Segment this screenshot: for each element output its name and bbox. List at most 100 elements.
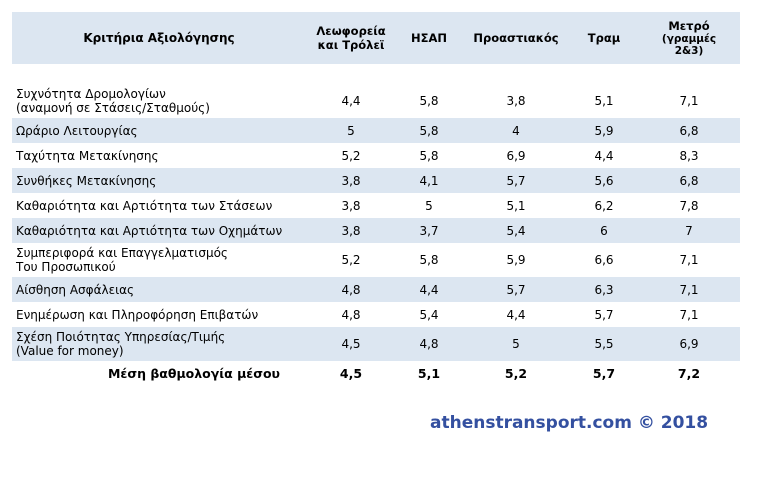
criterion-label: Σχέση Ποιότητας Υπηρεσίας/Τιμής (Value fo… [12, 327, 306, 361]
header-bus-line1: Λεωφορεία [316, 24, 386, 38]
average-isap: 5,1 [417, 365, 441, 381]
score-metro: 7 [638, 218, 740, 243]
score-tram: 5,9 [570, 118, 638, 143]
average-row: Μέση βαθμολογία μέσου 4,5 5,1 5,2 5,7 7,2 [12, 361, 740, 385]
score-tram: 6 [570, 218, 638, 243]
criterion-label: Ταχύτητα Μετακίνησης [12, 143, 306, 168]
table-row: Συνθήκες Μετακίνησης 3,8 4,1 5,7 5,6 6,8 [12, 168, 740, 193]
header-bus-line2: και Τρόλεϊ [317, 38, 385, 52]
score-bus: 5 [306, 118, 396, 143]
score-isap: 5,8 [419, 148, 439, 163]
header-metro-line1: Μετρό [668, 18, 710, 33]
spacer-row [12, 64, 740, 84]
score-tram: 5,1 [594, 94, 614, 108]
criterion-label-line1: Ενημέρωση και Πληροφόρηση Επιβατών [16, 307, 259, 322]
score-tram: 6,2 [594, 198, 614, 213]
score-bus: 3,8 [306, 218, 396, 243]
score-metro: 7,1 [679, 253, 699, 267]
score-bus: 4,4 [341, 94, 361, 108]
table-row: Συμπεριφορά και Επαγγελματισμός Του Προσω… [12, 243, 740, 277]
score-metro: 7,1 [638, 277, 740, 302]
score-suburban: 6,9 [506, 148, 526, 163]
score-bus: 3,8 [341, 198, 361, 213]
criterion-label-line2: (Value for money) [16, 344, 124, 358]
score-bus: 5,2 [341, 253, 361, 267]
criterion-label-line1: Ταχύτητα Μετακίνησης [16, 148, 159, 163]
header-metro: Μετρό (γραμμές 2&3) [638, 12, 740, 64]
score-suburban: 5 [462, 327, 570, 361]
score-suburban: 5,7 [462, 168, 570, 193]
table-row: Συχνότητα Δρομολογίων (αναμονή σε Στάσεις… [12, 84, 740, 118]
criterion-label-line1: Συνθήκες Μετακίνησης [16, 173, 157, 188]
criterion-label: Καθαριότητα και Αρτιότητα των Στάσεων [12, 193, 306, 218]
score-suburban: 5,1 [506, 198, 526, 213]
header-criteria: Κριτήρια Αξιολόγησης [12, 12, 306, 64]
score-isap: 5 [425, 198, 433, 213]
score-metro: 7,1 [679, 94, 699, 108]
header-row: Κριτήρια Αξιολόγησης Λεωφορεία και Τρόλε… [12, 12, 740, 64]
score-isap: 4,8 [396, 327, 462, 361]
table-row: Ταχύτητα Μετακίνησης 5,2 5,8 6,9 4,4 8,3 [12, 143, 740, 168]
table-row: Ενημέρωση και Πληροφόρηση Επιβατών 4,8 5,4… [12, 302, 740, 327]
average-suburban: 5,2 [504, 365, 528, 381]
header-bus-trolley: Λεωφορεία και Τρόλεϊ [306, 12, 396, 64]
criterion-label: Συμπεριφορά και Επαγγελματισμός Του Προσω… [12, 243, 306, 277]
score-tram: 5,5 [570, 327, 638, 361]
score-suburban: 4,4 [506, 307, 526, 322]
score-suburban: 4 [462, 118, 570, 143]
score-metro: 6,9 [638, 327, 740, 361]
header-metro-line2: (γραμμές [661, 32, 717, 45]
criterion-label-line1: Ωράριο Λειτουργίας [16, 123, 138, 138]
score-suburban: 5,4 [462, 218, 570, 243]
score-isap: 5,4 [419, 307, 439, 322]
criterion-label: Ωράριο Λειτουργίας [12, 118, 306, 143]
score-bus: 4,5 [306, 327, 396, 361]
header-isap: ΗΣΑΠ [396, 12, 462, 64]
table-row: Σχέση Ποιότητας Υπηρεσίας/Τιμής (Value fo… [12, 327, 740, 361]
criterion-label: Συχνότητα Δρομολογίων (αναμονή σε Στάσεις… [12, 84, 306, 118]
score-tram: 5,7 [594, 307, 614, 322]
criterion-label-line1: Συχνότητα Δρομολογίων [16, 87, 166, 101]
score-metro: 6,8 [638, 118, 740, 143]
criterion-label-line1: Αίσθηση Ασφάλειας [16, 282, 135, 297]
score-isap: 5,8 [419, 94, 439, 108]
score-tram: 6,6 [594, 253, 614, 267]
score-bus: 4,8 [306, 277, 396, 302]
score-suburban: 5,9 [506, 253, 526, 267]
score-isap: 5,8 [396, 118, 462, 143]
criterion-label: Καθαριότητα και Αρτιότητα των Οχημάτων [12, 218, 306, 243]
score-tram: 5,6 [570, 168, 638, 193]
criterion-label-line1: Συμπεριφορά και Επαγγελματισμός [16, 246, 228, 260]
criterion-label-line1: Καθαριότητα και Αρτιότητα των Οχημάτων [16, 223, 283, 238]
criterion-label: Αίσθηση Ασφάλειας [12, 277, 306, 302]
score-isap: 4,1 [396, 168, 462, 193]
score-suburban: 3,8 [506, 94, 526, 108]
criterion-label: Ενημέρωση και Πληροφόρηση Επιβατών [12, 302, 306, 327]
table-row: Καθαριότητα και Αρτιότητα των Στάσεων 3,8… [12, 193, 740, 218]
copyright-credit: athenstransport.com © 2018 [430, 413, 709, 433]
score-suburban: 5,7 [462, 277, 570, 302]
score-metro: 7,1 [679, 307, 699, 322]
criterion-label-line1: Καθαριότητα και Αρτιότητα των Στάσεων [16, 198, 273, 213]
score-bus: 4,8 [341, 307, 361, 322]
table-row: Ωράριο Λειτουργίας 5 5,8 4 5,9 6,8 [12, 118, 740, 143]
score-bus: 3,8 [306, 168, 396, 193]
score-metro: 7,8 [679, 198, 699, 213]
score-metro: 6,8 [638, 168, 740, 193]
average-tram: 5,7 [592, 365, 616, 381]
average-bus: 4,5 [339, 365, 363, 381]
score-metro: 8,3 [679, 148, 699, 163]
ratings-table: Κριτήρια Αξιολόγησης Λεωφορεία και Τρόλε… [12, 12, 740, 385]
table-row: Αίσθηση Ασφάλειας 4,8 4,4 5,7 6,3 7,1 [12, 277, 740, 302]
criterion-label-line2: (αναμονή σε Στάσεις/Σταθμούς) [16, 101, 210, 115]
average-metro: 7,2 [677, 365, 701, 381]
score-isap: 5,8 [419, 253, 439, 267]
average-label: Μέση βαθμολογία μέσου [107, 365, 281, 381]
score-isap: 3,7 [396, 218, 462, 243]
score-tram: 4,4 [594, 148, 614, 163]
header-metro-line3: 2&3) [674, 44, 704, 57]
header-tram: Τραμ [570, 12, 638, 64]
score-tram: 6,3 [570, 277, 638, 302]
criterion-label-line1: Σχέση Ποιότητας Υπηρεσίας/Τιμής [16, 330, 226, 344]
score-bus: 5,2 [341, 148, 361, 163]
